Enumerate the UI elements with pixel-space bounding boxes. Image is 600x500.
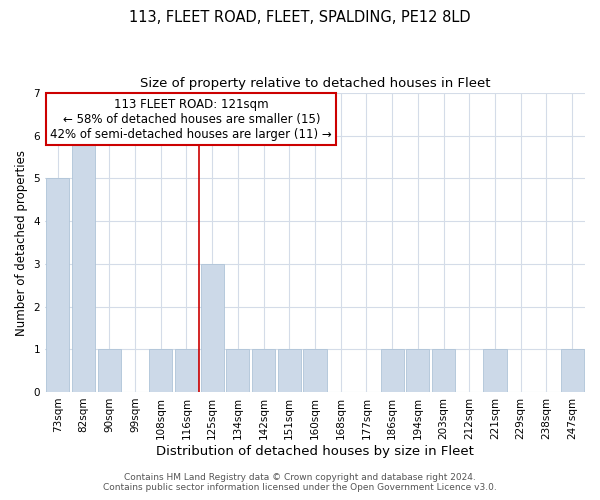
Bar	[175, 350, 198, 392]
Bar	[98, 350, 121, 392]
Bar	[484, 350, 506, 392]
Bar	[304, 350, 326, 392]
Bar	[46, 178, 70, 392]
Bar	[278, 350, 301, 392]
Text: Contains HM Land Registry data © Crown copyright and database right 2024.
Contai: Contains HM Land Registry data © Crown c…	[103, 473, 497, 492]
Bar	[200, 264, 224, 392]
Y-axis label: Number of detached properties: Number of detached properties	[15, 150, 28, 336]
Bar	[560, 350, 584, 392]
Bar	[406, 350, 430, 392]
Bar	[149, 350, 172, 392]
Bar	[72, 136, 95, 392]
Bar	[226, 350, 250, 392]
Bar	[252, 350, 275, 392]
Bar	[432, 350, 455, 392]
Text: 113, FLEET ROAD, FLEET, SPALDING, PE12 8LD: 113, FLEET ROAD, FLEET, SPALDING, PE12 8…	[129, 10, 471, 25]
X-axis label: Distribution of detached houses by size in Fleet: Distribution of detached houses by size …	[156, 444, 474, 458]
Bar	[380, 350, 404, 392]
Text: 113 FLEET ROAD: 121sqm
← 58% of detached houses are smaller (15)
42% of semi-det: 113 FLEET ROAD: 121sqm ← 58% of detached…	[50, 98, 332, 140]
Title: Size of property relative to detached houses in Fleet: Size of property relative to detached ho…	[140, 78, 490, 90]
